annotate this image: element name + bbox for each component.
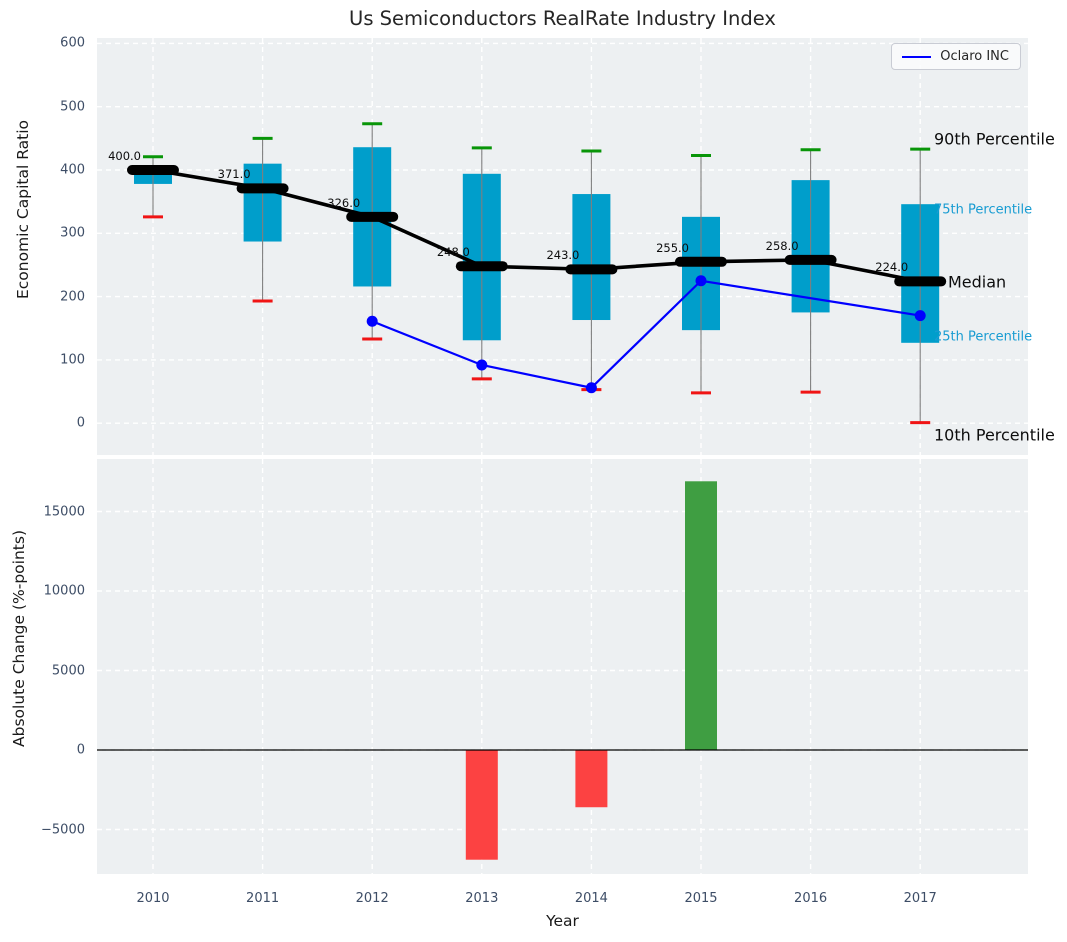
top-plot-area: Oclaro INC <box>97 38 1028 455</box>
top-ytick-400: 400 <box>5 163 85 178</box>
median-value-label-2011: 371.0 <box>218 167 251 181</box>
annotation-median: Median <box>948 273 1006 292</box>
annotation-75th-percentile: 75th Percentile <box>934 203 1032 218</box>
median-value-label-2010: 400.0 <box>108 149 141 163</box>
gridlines <box>97 459 1028 874</box>
boxplot-chart <box>97 38 1028 455</box>
legend-line-sample <box>902 56 931 58</box>
top-ytick-600: 600 <box>5 36 85 51</box>
bar-chart <box>97 459 1028 874</box>
median-value-label-2012: 326.0 <box>327 196 360 210</box>
annotation-25th-percentile: 25th Percentile <box>934 329 1032 344</box>
bottom-ytick-0: 0 <box>5 743 85 758</box>
bottom-ytick-5000: 5000 <box>5 663 85 678</box>
oclaro-point-2014 <box>586 382 597 393</box>
xtick-2013: 2013 <box>465 891 498 906</box>
oclaro-point-2017 <box>915 310 926 321</box>
xtick-2010: 2010 <box>136 891 169 906</box>
bottom-ytick-10000: 10000 <box>5 584 85 599</box>
chart-title: Us Semiconductors RealRate Industry Inde… <box>97 7 1028 30</box>
bottom-plot-area <box>97 459 1028 874</box>
xtick-2011: 2011 <box>246 891 279 906</box>
legend-label: Oclaro INC <box>940 49 1009 64</box>
top-ytick-100: 100 <box>5 352 85 367</box>
bottom-ytick-−5000: −5000 <box>5 822 85 837</box>
bar-2015 <box>685 481 717 750</box>
gridlines <box>97 38 1028 455</box>
xtick-2012: 2012 <box>356 891 389 906</box>
oclaro-point-2013 <box>476 359 487 370</box>
xtick-2015: 2015 <box>684 891 717 906</box>
xtick-2014: 2014 <box>575 891 608 906</box>
xtick-2016: 2016 <box>794 891 827 906</box>
annotation-90th-percentile: 90th Percentile <box>934 130 1055 149</box>
oclaro-point-2012 <box>367 316 378 327</box>
median-value-label-2013: 248.0 <box>437 245 470 259</box>
xtick-2017: 2017 <box>904 891 937 906</box>
median-value-label-2014: 243.0 <box>546 248 579 262</box>
bottom-y-axis-label: Absolute Change (%-points) <box>10 530 28 747</box>
median-value-label-2017: 224.0 <box>875 260 908 274</box>
oclaro-point-2015 <box>696 275 707 286</box>
bottom-ytick-15000: 15000 <box>5 504 85 519</box>
annotation-10th-percentile: 10th Percentile <box>934 425 1055 444</box>
bar-2014 <box>575 750 607 807</box>
median-value-label-2015: 255.0 <box>656 241 689 255</box>
top-ytick-0: 0 <box>5 416 85 431</box>
figure: Us Semiconductors RealRate Industry Inde… <box>0 0 1067 942</box>
legend[interactable]: Oclaro INC <box>891 43 1021 70</box>
percentile-boxes <box>134 124 939 423</box>
x-axis-label: Year <box>97 912 1028 930</box>
top-ytick-300: 300 <box>5 226 85 241</box>
top-y-axis-label: Economic Capital Ratio <box>14 120 32 299</box>
median-value-label-2016: 258.0 <box>766 239 799 253</box>
top-ytick-200: 200 <box>5 289 85 304</box>
top-ytick-500: 500 <box>5 99 85 114</box>
bar-2013 <box>466 750 498 860</box>
